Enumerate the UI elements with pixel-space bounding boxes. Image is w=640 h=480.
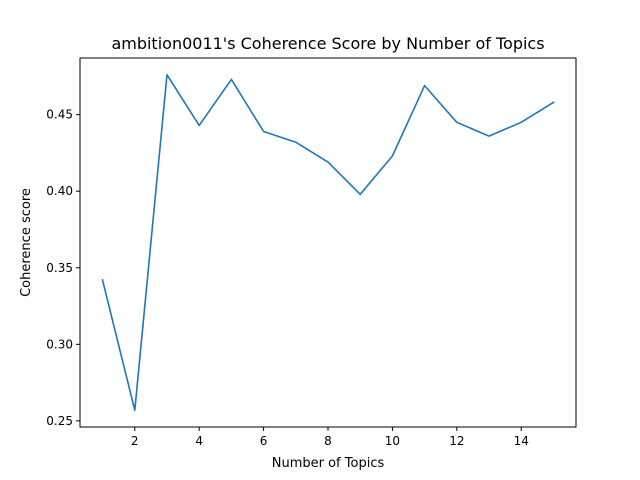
x-axis-label: Number of Topics — [272, 456, 385, 471]
x-tick-label: 12 — [449, 434, 464, 448]
x-axis-ticks: 2 4 6 8 10 12 14 — [131, 427, 529, 448]
series-line — [101, 74, 555, 412]
y-tick-label: 0.45 — [46, 108, 73, 122]
y-tick-label: 0.25 — [46, 414, 73, 428]
x-tick-label: 4 — [195, 434, 203, 448]
x-tick-label: 10 — [385, 434, 400, 448]
x-tick-label: 14 — [514, 434, 529, 448]
y-tick-label: 0.40 — [46, 184, 73, 198]
y-tick-label: 0.30 — [46, 337, 73, 351]
chart-title: ambition0011's Coherence Score by Number… — [111, 34, 544, 53]
x-tick-label: 2 — [131, 434, 139, 448]
y-axis-label: Coherence score — [19, 188, 34, 297]
plot-frame — [79, 57, 577, 428]
x-tick-label: 6 — [260, 434, 268, 448]
y-axis-ticks: 0.25 0.30 0.35 0.40 0.45 — [46, 108, 80, 428]
x-tick-label: 8 — [324, 434, 332, 448]
y-tick-label: 0.35 — [46, 261, 73, 275]
